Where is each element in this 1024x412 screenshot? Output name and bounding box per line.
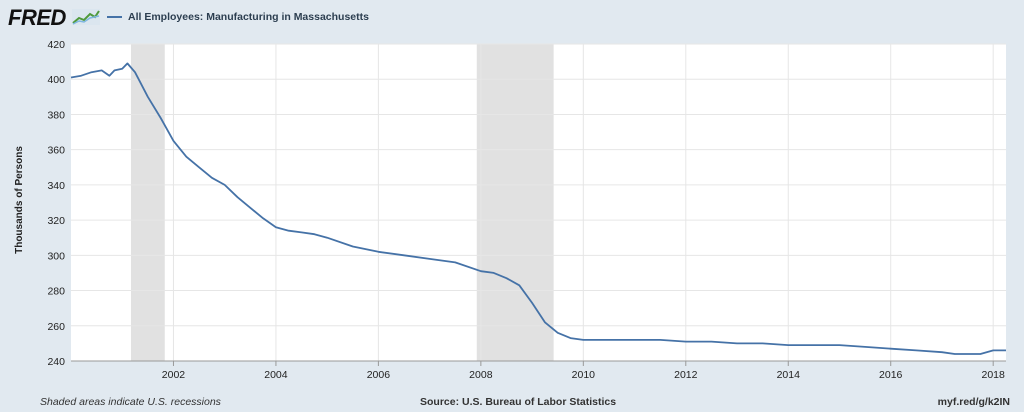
y-tick-label: 400	[47, 74, 65, 86]
x-tick-label: 2018	[982, 369, 1006, 381]
y-tick-label: 360	[47, 145, 65, 157]
x-tick-label: 2002	[162, 369, 186, 381]
fred-logo-graph-icon	[72, 9, 100, 25]
y-tick-label: 420	[47, 39, 65, 51]
x-tick-label: 2016	[879, 369, 903, 381]
short-url-link[interactable]: myf.red/g/k2IN	[937, 396, 1010, 408]
legend-label: All Employees: Manufacturing in Massachu…	[128, 11, 369, 23]
recession-band	[476, 44, 554, 361]
y-tick-label: 380	[47, 109, 65, 121]
x-tick-label: 2008	[469, 369, 493, 381]
chart-header: FRED All Employees: Manufacturing in Mas…	[0, 0, 1024, 36]
x-tick-label: 2014	[777, 369, 801, 381]
series-line[interactable]	[70, 62, 1006, 355]
x-tick-label: 2004	[264, 369, 288, 381]
fred-logo[interactable]: FRED	[8, 5, 66, 30]
y-tick-label: 300	[47, 250, 65, 262]
legend[interactable]: All Employees: Manufacturing in Massachu…	[107, 11, 369, 23]
source-credit[interactable]: Source: U.S. Bureau of Labor Statistics	[420, 396, 617, 408]
x-tick-label: 2010	[572, 369, 596, 381]
recession-note: Shaded areas indicate U.S. recessions	[40, 396, 221, 408]
x-tick-label: 2012	[674, 369, 698, 381]
y-axis-title: Thousands of Persons	[14, 146, 25, 254]
y-tick-label: 260	[47, 321, 65, 333]
y-tick-label: 340	[47, 180, 65, 192]
y-tick-label: 320	[47, 215, 65, 227]
y-tick-label: 280	[47, 286, 65, 298]
recession-band	[130, 44, 165, 361]
y-tick-label: 240	[47, 356, 65, 368]
x-tick-label: 2006	[367, 369, 391, 381]
line-chart[interactable]: 240 260 280 300 320 340 360 380 400 420 2002 2004 2…	[0, 0, 1024, 392]
legend-swatch	[107, 16, 122, 18]
